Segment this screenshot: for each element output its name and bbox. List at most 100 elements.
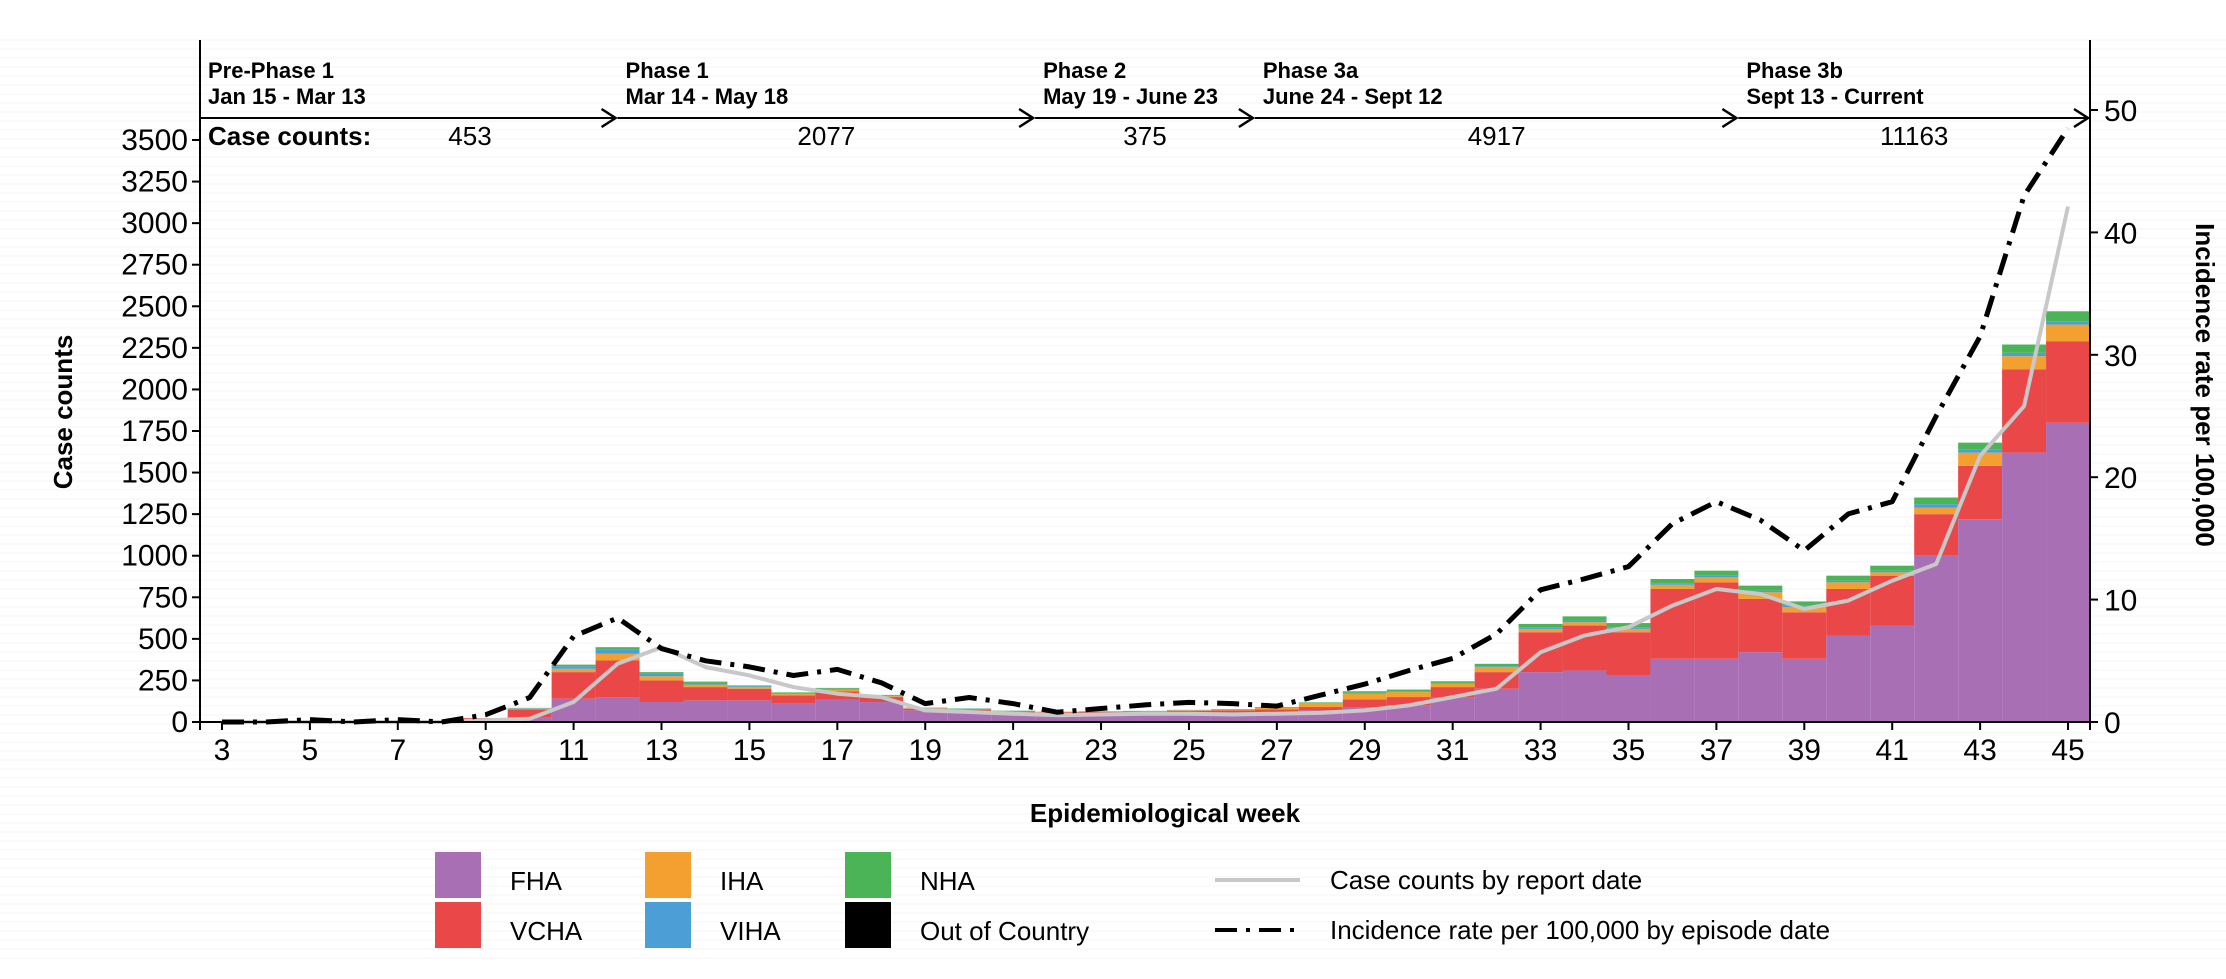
y-tick-label: 1250: [121, 498, 188, 531]
legend-swatch: [645, 902, 691, 948]
bar-fha: [1738, 652, 1782, 722]
bar-fha: [683, 700, 727, 722]
bar-vcha: [1299, 707, 1343, 710]
legend-label: NHA: [920, 866, 976, 896]
x-tick-label: 25: [1172, 734, 1205, 767]
bar-iha: [1914, 507, 1958, 514]
bar-nha: [640, 672, 684, 674]
y2-tick-label: 40: [2104, 217, 2137, 250]
legend-label: FHA: [510, 866, 563, 896]
phase-name: Phase 2: [1043, 58, 1126, 83]
phase-name: Phase 3b: [1746, 58, 1843, 83]
legend-label: Case counts by report date: [1330, 865, 1642, 895]
bar-fha: [1958, 519, 2002, 722]
x-tick-label: 29: [1348, 734, 1381, 767]
legend-swatch: [845, 852, 891, 898]
bar-fha: [727, 700, 771, 722]
bar-fha: [596, 697, 640, 722]
phase-name: Phase 1: [626, 58, 709, 83]
bar-nha: [683, 682, 727, 683]
bar-iha: [1299, 704, 1343, 707]
bar-viha: [1694, 576, 1738, 578]
bar-nha: [1914, 498, 1958, 505]
phase-dates: Jan 15 - Mar 13: [208, 84, 366, 109]
bar-nha: [815, 688, 859, 689]
bar-fha: [1475, 689, 1519, 722]
bar-vcha: [683, 687, 727, 700]
phase-dates: June 24 - Sept 12: [1263, 84, 1443, 109]
y2-tick-label: 30: [2104, 340, 2137, 373]
legend-label: VCHA: [510, 916, 583, 946]
bar-nha: [727, 685, 771, 686]
bar-nha: [2002, 345, 2046, 353]
legend-label: Incidence rate per 100,000 by episode da…: [1330, 915, 1830, 945]
bar-nha: [1343, 691, 1387, 693]
bar-fha: [1782, 659, 1826, 722]
x-tick-label: 13: [645, 734, 678, 767]
bar-viha: [1958, 449, 2002, 452]
phase-count: 2077: [797, 121, 855, 151]
phase-count: 375: [1123, 121, 1166, 151]
bar-iha: [727, 687, 771, 689]
bar-vcha: [2046, 341, 2090, 422]
bar-iha: [1211, 710, 1255, 711]
phase-dates: May 19 - June 23: [1043, 84, 1218, 109]
phase-count: 453: [448, 121, 491, 151]
bar-viha: [2046, 321, 2090, 324]
x-tick-label: 17: [821, 734, 854, 767]
bar-vcha: [1211, 710, 1255, 712]
bar-nha: [1870, 566, 1914, 571]
bar-vcha: [2002, 369, 2046, 452]
bar-vcha: [1738, 599, 1782, 652]
bar-viha: [1650, 583, 1694, 585]
bar-nha: [596, 647, 640, 649]
phase-dates: Mar 14 - May 18: [626, 84, 789, 109]
bar-vcha: [727, 689, 771, 701]
x-tick-label: 37: [1700, 734, 1733, 767]
y-tick-label: 750: [138, 581, 188, 614]
x-axis-label: Epidemiological week: [1030, 798, 1301, 828]
x-tick-label: 5: [302, 734, 319, 767]
bar-vcha: [771, 695, 815, 703]
bar-vcha: [1343, 700, 1387, 707]
bar-fha: [771, 704, 815, 722]
bar-viha: [683, 683, 727, 685]
bar-viha: [1431, 683, 1475, 684]
bar-nha: [2046, 311, 2090, 321]
bar-fha: [2002, 453, 2046, 722]
bar-nha: [1650, 579, 1694, 583]
legend-swatch: [645, 852, 691, 898]
y2-tick-label: 50: [2104, 95, 2137, 128]
bar-fha: [859, 702, 903, 722]
y-tick-label: 3250: [121, 166, 188, 199]
y-tick-label: 2000: [121, 373, 188, 406]
x-tick-label: 33: [1524, 734, 1557, 767]
legend-swatch: [435, 852, 481, 898]
bar-nha: [1563, 616, 1607, 620]
bar-viha: [727, 686, 771, 687]
bar-iha: [683, 685, 727, 687]
y-axis-label: Case counts: [48, 335, 78, 490]
y-tick-label: 3500: [121, 124, 188, 157]
phase-dates: Sept 13 - Current: [1746, 84, 1924, 109]
bar-vcha: [1870, 576, 1914, 626]
bar-iha: [508, 709, 552, 710]
y2-tick-label: 0: [2104, 707, 2121, 740]
bar-fha: [2046, 423, 2090, 722]
x-tick-label: 23: [1084, 734, 1117, 767]
legend-label: IHA: [720, 866, 764, 896]
bar-nha: [1519, 624, 1563, 627]
x-tick-label: 31: [1436, 734, 1469, 767]
bar-fha: [640, 702, 684, 722]
bar-iha: [771, 694, 815, 695]
bar-vcha: [1607, 632, 1651, 675]
x-tick-label: 7: [389, 734, 406, 767]
y-tick-label: 1750: [121, 415, 188, 448]
y-tick-label: 2500: [121, 290, 188, 323]
bar-fha: [1519, 672, 1563, 722]
bar-iha: [552, 669, 596, 672]
bar-iha: [1343, 694, 1387, 700]
legend-swatch: [845, 902, 891, 948]
